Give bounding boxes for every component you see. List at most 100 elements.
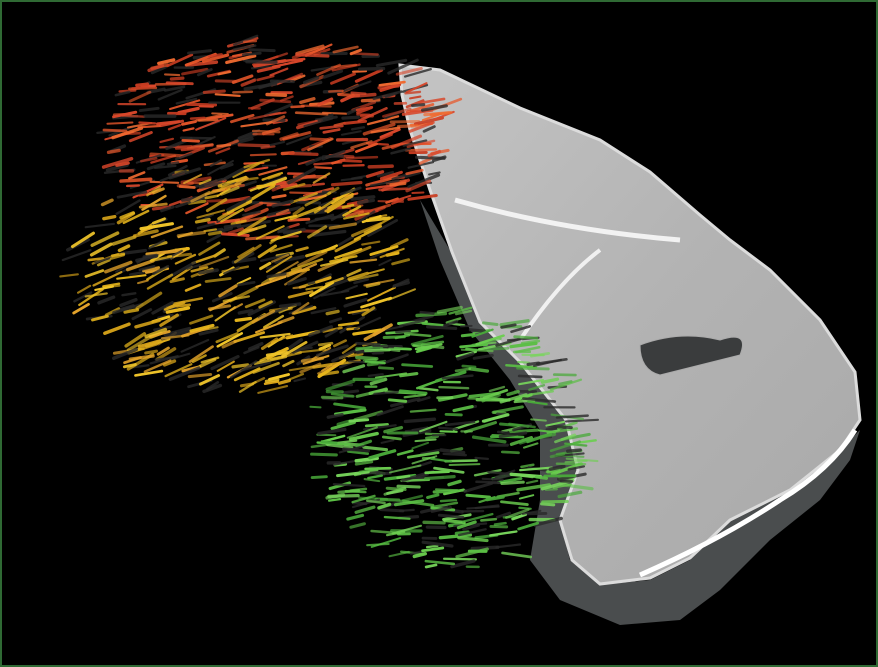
streak [445, 317, 462, 324]
streak [361, 306, 376, 317]
streak [350, 126, 366, 131]
streak [157, 58, 176, 66]
streak [252, 361, 280, 374]
streak [340, 130, 362, 136]
streak [135, 291, 163, 310]
streak [160, 205, 175, 213]
streak [475, 480, 500, 484]
streak [485, 495, 505, 502]
streak [315, 276, 332, 284]
streak [89, 242, 113, 257]
streak [404, 90, 422, 95]
streak [152, 264, 170, 275]
streak [370, 126, 401, 134]
streak [317, 113, 334, 122]
streak [114, 90, 131, 97]
streak [146, 162, 166, 171]
streak [395, 329, 411, 334]
streak [340, 284, 358, 293]
streak [187, 49, 213, 55]
streak [398, 319, 426, 328]
streak [460, 333, 476, 338]
streak [358, 466, 380, 474]
streak [414, 343, 443, 351]
streak [183, 173, 203, 185]
streak [201, 53, 230, 63]
streak [103, 322, 131, 335]
streak [411, 441, 430, 450]
streak [202, 383, 223, 394]
streak [216, 332, 244, 348]
streak [138, 202, 168, 209]
streak [248, 48, 276, 53]
streak [132, 229, 159, 238]
streak [124, 332, 147, 348]
streak [388, 464, 422, 474]
streak [255, 225, 285, 240]
streak [229, 360, 258, 379]
streak [420, 449, 440, 456]
streak [231, 363, 250, 369]
streak [424, 563, 438, 569]
streak [220, 232, 250, 238]
streak [188, 345, 214, 363]
streak [198, 181, 223, 189]
streak [354, 68, 384, 83]
streak [112, 347, 138, 361]
streak [325, 309, 340, 316]
streak [233, 132, 258, 143]
streak [420, 104, 448, 112]
streak [291, 340, 319, 354]
streak [106, 121, 134, 125]
streak [269, 235, 281, 245]
streak [459, 324, 473, 328]
streak [162, 359, 177, 367]
streak [265, 92, 288, 97]
streak [321, 149, 346, 161]
streak [366, 115, 400, 126]
streak [545, 420, 565, 427]
streak [356, 198, 375, 205]
streak [530, 418, 547, 422]
streak [169, 99, 201, 111]
streak [438, 426, 459, 431]
streak [256, 74, 275, 82]
streak [326, 413, 344, 419]
streak [271, 253, 290, 263]
streak [313, 287, 336, 300]
streak [481, 477, 504, 481]
streak [337, 321, 360, 327]
streak [169, 352, 191, 361]
streak [481, 413, 510, 423]
streak [190, 266, 209, 273]
streak [508, 428, 540, 434]
streak [348, 418, 370, 423]
streak [557, 490, 583, 499]
streak [290, 258, 324, 272]
streak [84, 269, 105, 278]
streak [336, 419, 350, 427]
streak [202, 89, 226, 94]
streak [142, 253, 159, 259]
streak [259, 261, 272, 271]
streak [198, 178, 212, 185]
streak [501, 551, 533, 559]
streak [303, 117, 334, 128]
streak [442, 452, 467, 457]
streak [481, 393, 501, 403]
streak [186, 263, 201, 270]
streak [387, 288, 416, 301]
streak [240, 207, 269, 223]
streak [462, 524, 480, 531]
streak [424, 559, 456, 566]
streak [272, 59, 304, 68]
streak [317, 427, 347, 436]
streak [295, 53, 330, 58]
streak [409, 408, 437, 413]
streak [346, 426, 378, 439]
streak [404, 148, 438, 152]
streak [112, 302, 144, 315]
streak [387, 58, 419, 75]
streak [310, 452, 338, 457]
streak [207, 159, 234, 176]
